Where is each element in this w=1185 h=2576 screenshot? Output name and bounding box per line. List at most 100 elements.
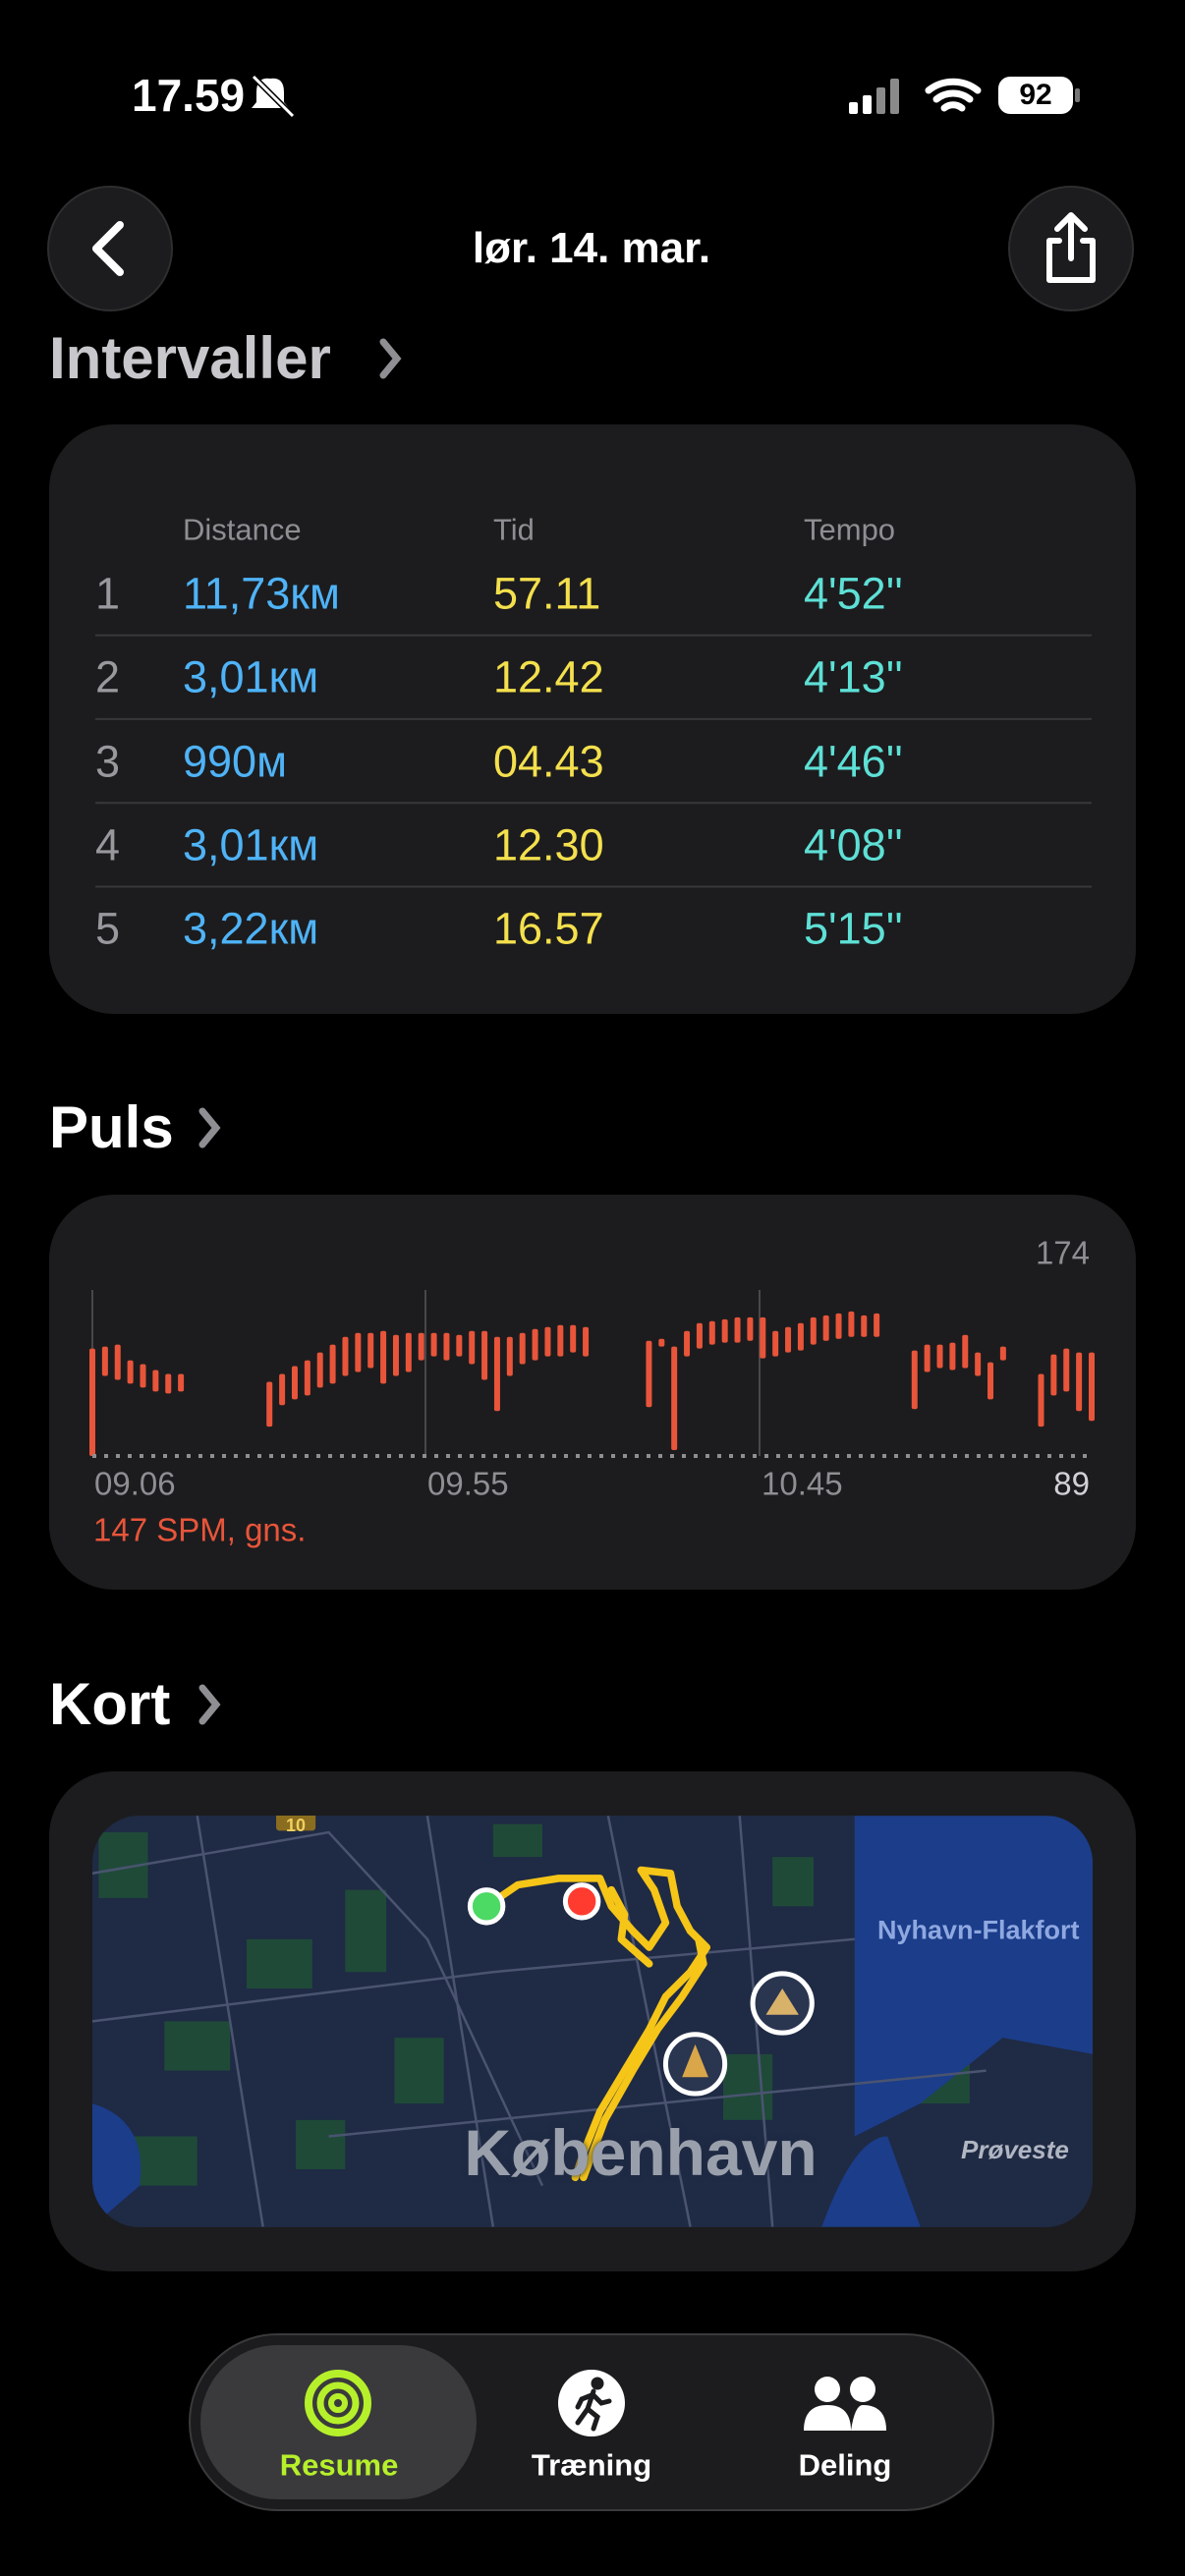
heart-rate-bar xyxy=(999,1346,1006,1361)
heart-rate-bar xyxy=(1076,1352,1083,1412)
column-header: Tid xyxy=(493,512,535,547)
table-cell: 12.30 xyxy=(493,819,604,870)
heart-rate-bar xyxy=(760,1316,766,1359)
intervals-chevron[interactable] xyxy=(379,338,402,379)
heart-rate-bar xyxy=(493,1336,500,1412)
sharing-icon xyxy=(804,2377,886,2431)
heart-rate-bar xyxy=(671,1346,678,1451)
heart-rate-bar xyxy=(1038,1373,1044,1428)
map[interactable] xyxy=(92,1811,1094,2227)
heart-rate-bar xyxy=(721,1318,728,1343)
average-label: 147 SPM, gns. xyxy=(93,1511,307,1548)
heart-rate-bar xyxy=(1063,1348,1070,1392)
heart-rate-bar xyxy=(822,1315,829,1341)
heart-rate-bar xyxy=(178,1373,185,1392)
heart-rate-bar xyxy=(911,1350,918,1410)
heart-rate-chevron[interactable] xyxy=(198,1107,221,1148)
table-cell: 3,01км xyxy=(183,819,319,870)
heart-rate-bar xyxy=(747,1316,754,1341)
heart-rate-bar xyxy=(570,1324,577,1353)
share-icon xyxy=(1046,212,1096,283)
map-label: Nyhavn-Flakfort xyxy=(877,1915,1080,1945)
heart-rate-bar xyxy=(329,1344,336,1384)
heart-rate-bar xyxy=(734,1316,741,1343)
heart-rate-bar xyxy=(266,1381,273,1428)
heart-rate-bar xyxy=(810,1316,817,1345)
heart-rate-bar xyxy=(380,1330,387,1384)
heart-rate-bar xyxy=(646,1340,652,1408)
column-header: Distance xyxy=(183,512,302,547)
y-tick-label: 89 xyxy=(1053,1465,1090,1502)
section-title[interactable]: Intervaller xyxy=(49,325,331,391)
table-cell: 3,22км xyxy=(183,903,319,954)
heart-rate-bar xyxy=(785,1326,792,1353)
heart-rate-bar xyxy=(443,1332,450,1361)
x-tick-label: 09.55 xyxy=(427,1465,509,1502)
heart-rate-bar xyxy=(874,1313,880,1337)
heart-rate-bar xyxy=(140,1364,146,1388)
map-label: København xyxy=(464,2116,818,2189)
share-button[interactable] xyxy=(1008,186,1134,311)
x-tick-label: 10.45 xyxy=(762,1465,843,1502)
tab-label[interactable]: Resume xyxy=(279,2447,399,2483)
table-cell: 4'46'' xyxy=(804,736,903,787)
heart-rate-bar xyxy=(342,1336,349,1376)
section-title[interactable]: Puls xyxy=(49,1094,174,1160)
heart-rate-bar xyxy=(506,1336,513,1376)
heart-rate-bar xyxy=(696,1322,703,1349)
heart-rate-bar xyxy=(456,1334,463,1357)
status-icons xyxy=(251,74,1080,119)
training-icon xyxy=(558,2370,625,2436)
table-cell: 4'52'' xyxy=(804,568,903,619)
heart-rate-bar xyxy=(519,1332,526,1365)
x-tick-label: 09.06 xyxy=(94,1465,176,1502)
heart-rate-bar xyxy=(316,1352,323,1388)
tab-label[interactable]: Træning xyxy=(531,2447,652,2483)
heart-rate-bar xyxy=(835,1313,842,1339)
map-chevron[interactable] xyxy=(198,1684,221,1725)
resume-icon xyxy=(305,2370,371,2436)
heart-rate-bar xyxy=(291,1366,298,1400)
row-number: 3 xyxy=(95,736,121,787)
heart-rate-bar xyxy=(936,1344,943,1369)
back-button[interactable] xyxy=(47,186,173,311)
table-cell: 12.42 xyxy=(493,651,604,702)
heart-rate-bar xyxy=(101,1346,108,1376)
table-cell: 11,73км xyxy=(183,568,340,619)
status-time: 17.59 xyxy=(132,70,246,121)
table-cell: 5'15'' xyxy=(804,903,903,954)
heart-rate-bar xyxy=(430,1332,437,1357)
heart-rate-bar xyxy=(152,1370,159,1392)
table-cell: 990м xyxy=(183,736,288,787)
section-title[interactable]: Kort xyxy=(49,1671,171,1737)
heart-rate-bar xyxy=(658,1338,665,1347)
heart-rate-bar xyxy=(89,1348,95,1456)
column-header: Tempo xyxy=(804,512,896,547)
heart-rate-card xyxy=(49,1195,1136,1590)
heart-rate-bar xyxy=(367,1332,374,1369)
heart-rate-bar xyxy=(797,1322,804,1351)
heart-rate-bar xyxy=(557,1324,564,1357)
page-title: lør. 14. mar. xyxy=(472,224,711,272)
heart-rate-bar xyxy=(481,1330,488,1380)
chart-grid xyxy=(91,1290,761,1456)
heart-rate-bar xyxy=(279,1373,286,1406)
table-cell: 4'08'' xyxy=(804,819,903,870)
row-number: 2 xyxy=(95,651,121,702)
y-tick-label: 174 xyxy=(1035,1234,1090,1271)
heart-rate-bar xyxy=(708,1320,715,1345)
tab-label[interactable]: Deling xyxy=(798,2447,892,2483)
table-cell: 16.57 xyxy=(493,903,604,954)
heart-rate-bar xyxy=(544,1326,551,1357)
heart-rate-bar xyxy=(127,1360,134,1384)
road-label: 10 xyxy=(285,1816,307,1835)
heart-rate-bar xyxy=(1050,1354,1057,1396)
row-number: 4 xyxy=(95,819,121,870)
map-label: Prøveste xyxy=(961,2135,1069,2164)
heart-rate-bar xyxy=(861,1315,868,1337)
table-cell: 57.11 xyxy=(493,568,601,619)
heart-rate-bar xyxy=(355,1332,362,1372)
heart-rate-bar xyxy=(532,1328,538,1361)
